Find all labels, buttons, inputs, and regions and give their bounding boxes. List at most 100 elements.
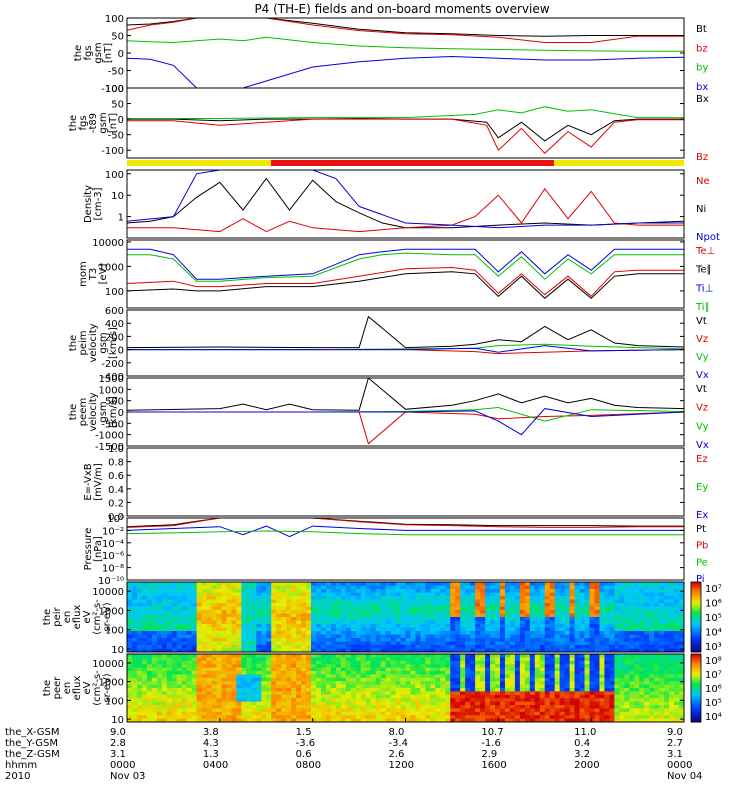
colorbar-tick-label: 10⁷ xyxy=(705,584,722,595)
y-axis-label: the xyxy=(68,115,79,131)
colorbar-tick-label: 10³ xyxy=(705,642,722,653)
x-row-value: Nov 03 xyxy=(110,771,145,782)
legend-entry: Vt xyxy=(696,316,707,327)
series-line-Vx xyxy=(127,345,685,353)
x-row-value: 0400 xyxy=(203,760,228,771)
panel-region-bar xyxy=(127,160,684,166)
y-tick-label: 10⁻² xyxy=(102,526,124,537)
legend-entry: Ne xyxy=(696,176,710,187)
x-row-value: 1200 xyxy=(389,760,414,771)
x-row-value: 3.8 xyxy=(203,727,219,738)
legend-entry: Ti∥ xyxy=(695,302,710,313)
y-tick-label: 50 xyxy=(111,32,124,43)
y-tick-label: 0 xyxy=(118,408,124,419)
x-row-value: 0000 xyxy=(667,760,692,771)
legend-entry: Vt xyxy=(696,384,707,395)
legend-entry: Ez xyxy=(696,454,708,465)
y-axis-label: the xyxy=(68,335,79,351)
y-tick-label: 1.0 xyxy=(108,444,124,455)
colorbar-tick-label: 10⁷ xyxy=(705,670,722,681)
legend-entry: Pt xyxy=(696,524,706,535)
x-row-label: the_Y-GSM xyxy=(5,738,58,749)
y-tick-label: 100 xyxy=(105,14,124,25)
x-row-value: 11.0 xyxy=(574,727,596,738)
y-tick-label: 1 xyxy=(118,213,124,224)
x-row-value: 4.3 xyxy=(203,738,219,749)
x-row-value: 2000 xyxy=(574,760,599,771)
legend-entry: Vy xyxy=(696,421,709,432)
legend-entry: Pb xyxy=(696,541,708,552)
x-row-value: 2.9 xyxy=(481,749,497,760)
y-axis-label: eV xyxy=(82,681,93,694)
y-axis-label: eV xyxy=(82,610,93,623)
series-line-Ni xyxy=(126,177,685,229)
y-axis-label: sr-eV) xyxy=(102,602,113,631)
legend-entry: Vx xyxy=(696,440,709,451)
y-axis-label: fgs xyxy=(83,45,94,60)
y-axis-label: E=-VxB xyxy=(83,463,94,500)
y-tick-label: -50 xyxy=(108,131,124,142)
series-line-By xyxy=(127,106,684,119)
y-tick-label: -100 xyxy=(101,84,124,95)
panel-peer-eflux: 10⁸ 10⁷ 10⁶ 10⁵ 10⁴ 10000 1000 100 10 the peer en ef… xyxy=(42,653,722,726)
y-tick-label: -50 xyxy=(108,67,124,78)
legend-entry: Ti⊥ xyxy=(695,283,713,294)
panel-e-vxb: 1.0 0.8 0.6 0.4 0.2 0.0 E=-VxB [mV/m] Ez Ey Ex xyxy=(83,444,708,523)
x-row-value: 0.4 xyxy=(574,738,590,749)
x-row-value: -3.4 xyxy=(389,738,409,749)
panel-frame xyxy=(126,581,685,653)
x-row-value: 0800 xyxy=(296,760,321,771)
legend-entry: Pi xyxy=(696,574,705,585)
x-row-value: 2.7 xyxy=(667,738,683,749)
y-axis-label: peim xyxy=(78,330,89,355)
colorbar: 10⁸ 10⁷ 10⁶ 10⁵ 10⁴ xyxy=(690,653,722,723)
series-line-Vx xyxy=(127,408,685,436)
y-axis-label: en xyxy=(62,611,73,624)
x-row-value: -1.6 xyxy=(481,738,501,749)
legend-entry: Pe xyxy=(696,557,708,568)
y-tick-label: 0 xyxy=(118,115,124,126)
panel-frame xyxy=(126,517,685,581)
panel-density: 100 10 1 Density [cm-3] Ne Ni Npot xyxy=(83,169,720,243)
y-tick-label: 10⁻⁸ xyxy=(102,564,124,575)
x-row-value: 0.6 xyxy=(296,749,312,760)
y-axis-label: velocity xyxy=(88,392,99,431)
series-line-Pb xyxy=(126,517,684,528)
y-axis-label: eflux xyxy=(72,605,83,630)
colorbar-tick-label: 10⁵ xyxy=(705,613,722,624)
y-tick-label: 0 xyxy=(118,346,124,357)
y-axis-label: peem xyxy=(78,398,89,426)
panel-peir-eflux: 10⁷ 10⁶ 10⁵ 10⁴ 10³ 10000 1000 100 10 the peir en ef… xyxy=(42,581,722,656)
y-tick-label: 10 xyxy=(111,715,124,726)
y-tick-label: 1500 xyxy=(99,374,124,385)
series-line-Bx xyxy=(127,117,684,142)
series-line-Te∥ xyxy=(126,271,684,299)
y-axis-label: gsm xyxy=(98,401,109,422)
series-line-Npot xyxy=(126,169,684,229)
y-axis-label: [km/s] xyxy=(108,396,119,428)
y-tick-label: -200 xyxy=(101,359,124,370)
x-row-value: 3.2 xyxy=(574,749,590,760)
colorbar-tick-label: 10⁶ xyxy=(705,684,722,695)
legend-entry: bz xyxy=(696,43,708,54)
y-tick-label: 10⁻⁴ xyxy=(102,539,124,550)
colorbar-tick-label: 10⁴ xyxy=(705,712,722,723)
y-axis-label: [mV/m] xyxy=(93,463,104,501)
series-line-Ti∥ xyxy=(127,252,684,282)
y-tick-label: 0.6 xyxy=(108,471,124,482)
y-axis-label: [km/s] xyxy=(108,327,119,359)
y-tick-label: 1000 xyxy=(99,262,124,273)
legend-entry: Bx xyxy=(696,94,709,105)
y-tick-label: 0.4 xyxy=(108,485,124,496)
y-axis-label: peir xyxy=(52,606,63,626)
x-row-label: 2010 xyxy=(5,771,30,782)
panel-frame xyxy=(126,239,685,309)
y-axis-label: en xyxy=(62,682,73,695)
y-tick-label: 500 xyxy=(105,397,124,408)
y-tick-label: 10 xyxy=(111,191,124,202)
y-tick-label: 0.0 xyxy=(108,512,124,523)
y-tick-label: 600 xyxy=(105,306,124,317)
